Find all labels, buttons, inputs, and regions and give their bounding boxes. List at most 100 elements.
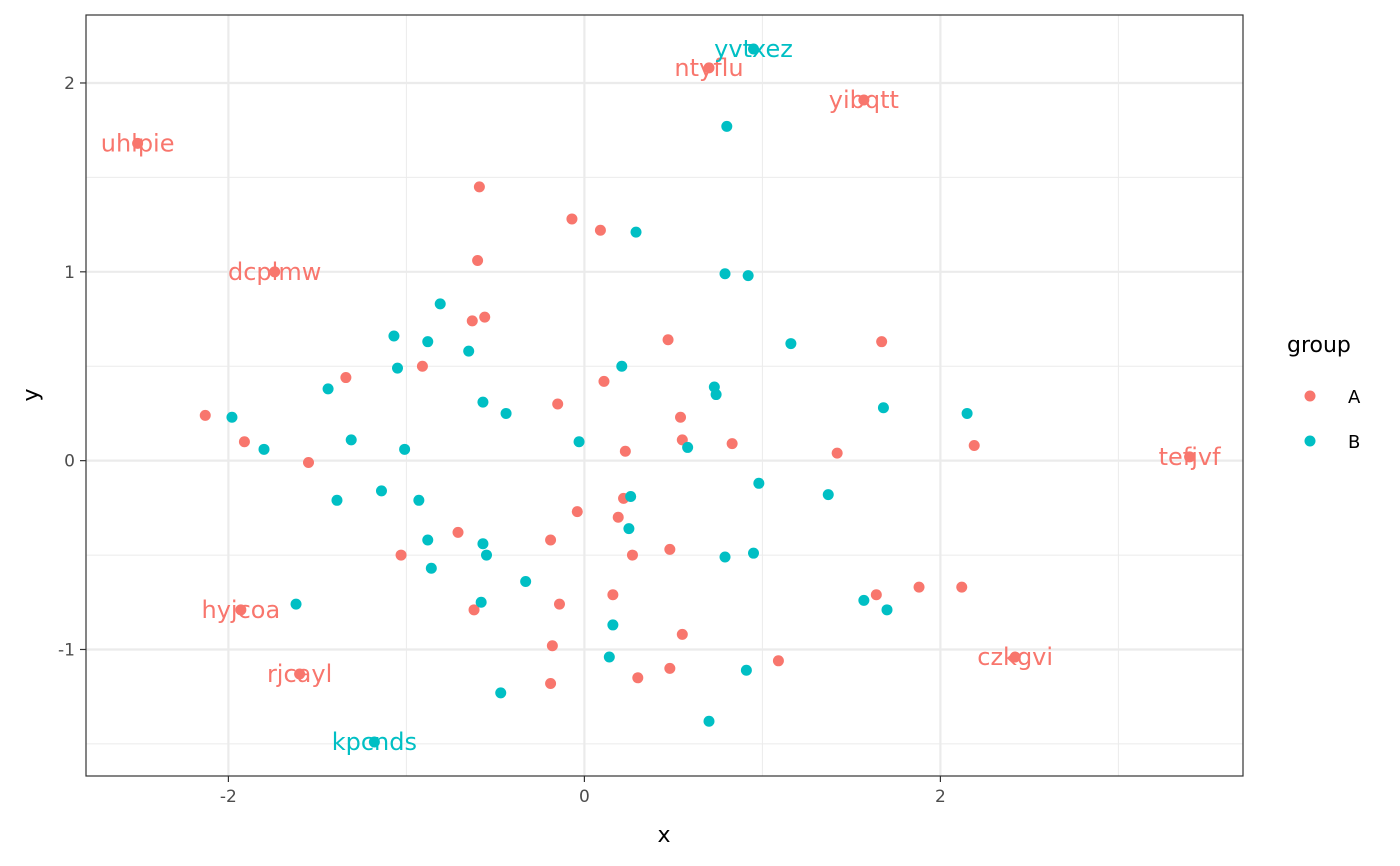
point-labels: uhlpie dcplmw ntyflu yibqtt tefjvf hyjcoa rjca… — [101, 35, 1221, 756]
point-a — [132, 137, 144, 149]
point-a — [870, 589, 882, 601]
legend-label-b: B — [1348, 432, 1360, 453]
point-a — [664, 662, 676, 674]
point-b — [392, 362, 403, 374]
grid-major — [86, 15, 1243, 776]
point-b — [375, 485, 387, 497]
point-a — [479, 311, 491, 323]
point-a — [294, 668, 306, 680]
point-b — [345, 434, 357, 446]
point-b — [703, 715, 715, 727]
point-b — [742, 270, 754, 282]
point-b — [961, 407, 973, 419]
point-b — [740, 664, 752, 676]
plot-background — [86, 15, 1243, 776]
point-b — [477, 538, 489, 550]
point-label: tefjvf — [1159, 443, 1221, 471]
point-a — [466, 315, 478, 327]
point-b — [422, 336, 434, 348]
point-b — [322, 383, 334, 395]
point-a — [545, 534, 557, 546]
point-a — [199, 409, 211, 421]
point-a — [468, 604, 480, 616]
point-a — [612, 511, 624, 523]
point-b — [607, 619, 619, 631]
point-b — [425, 562, 437, 574]
x-tick-label: 2 — [935, 787, 946, 807]
point-a — [662, 334, 674, 346]
point-b — [719, 551, 731, 563]
point-a — [473, 181, 485, 193]
point-b — [434, 298, 446, 310]
point-label: kpcnds — [332, 728, 417, 756]
y-axis-ticks: -1 0 1 2 — [58, 74, 86, 660]
point-a — [703, 62, 715, 74]
point-label: uhlpie — [101, 129, 175, 157]
x-tick-label: -2 — [220, 787, 237, 807]
point-b — [748, 547, 759, 559]
point-a — [772, 655, 784, 667]
point-a — [395, 549, 407, 561]
point-a — [664, 543, 676, 555]
point-a — [340, 372, 352, 384]
point-a — [552, 398, 564, 410]
point-a — [571, 506, 583, 518]
point-label: czkgvi — [977, 643, 1053, 671]
point-label: dcplmw — [228, 258, 321, 286]
point-b — [625, 491, 637, 503]
point-a — [553, 598, 565, 610]
point-a — [913, 581, 925, 593]
point-b — [721, 120, 733, 132]
point-a — [956, 581, 968, 593]
point-a — [1009, 651, 1021, 663]
point-a — [858, 94, 870, 106]
point-b — [226, 411, 238, 423]
legend: group A B — [1287, 333, 1361, 453]
point-label: rjcayl — [267, 660, 332, 688]
point-b — [463, 345, 475, 357]
point-a — [303, 457, 314, 469]
legend-label-a: A — [1348, 387, 1361, 408]
point-a — [472, 254, 484, 266]
y-axis-title: y — [19, 388, 44, 401]
point-label: ntyflu — [674, 54, 743, 82]
point-a — [598, 375, 610, 387]
legend-title: group — [1287, 333, 1351, 358]
point-a — [546, 640, 558, 652]
point-b — [630, 226, 642, 238]
point-b — [290, 598, 302, 610]
point-b — [616, 360, 628, 372]
y-tick-label: 1 — [64, 263, 75, 283]
point-a — [831, 447, 843, 459]
point-b — [573, 436, 585, 448]
point-a — [566, 213, 578, 225]
point-a — [619, 445, 631, 457]
point-b — [822, 489, 834, 501]
x-tick-label: 0 — [579, 787, 590, 807]
y-tick-label: -1 — [58, 640, 75, 660]
x-axis-ticks: -2 0 2 — [220, 776, 946, 807]
point-b — [877, 402, 889, 414]
plot-border — [85, 14, 1244, 777]
point-b — [475, 596, 487, 608]
point-a — [416, 360, 428, 372]
point-a — [269, 266, 281, 278]
point-b — [500, 407, 512, 419]
grid-minor — [86, 15, 1243, 776]
point-label: yibqtt — [829, 86, 899, 114]
y-tick-label: 2 — [64, 74, 75, 94]
x-axis-title: x — [657, 823, 670, 848]
point-b — [368, 736, 380, 748]
point-b — [753, 477, 765, 489]
point-b — [623, 523, 635, 535]
point-b — [481, 549, 492, 561]
point-a — [238, 436, 250, 448]
point-a — [726, 438, 738, 450]
point-a — [676, 628, 688, 640]
point-a — [876, 336, 888, 348]
point-b — [603, 651, 615, 663]
point-a — [594, 224, 606, 236]
point-a — [1184, 451, 1196, 463]
point-a — [632, 672, 644, 684]
